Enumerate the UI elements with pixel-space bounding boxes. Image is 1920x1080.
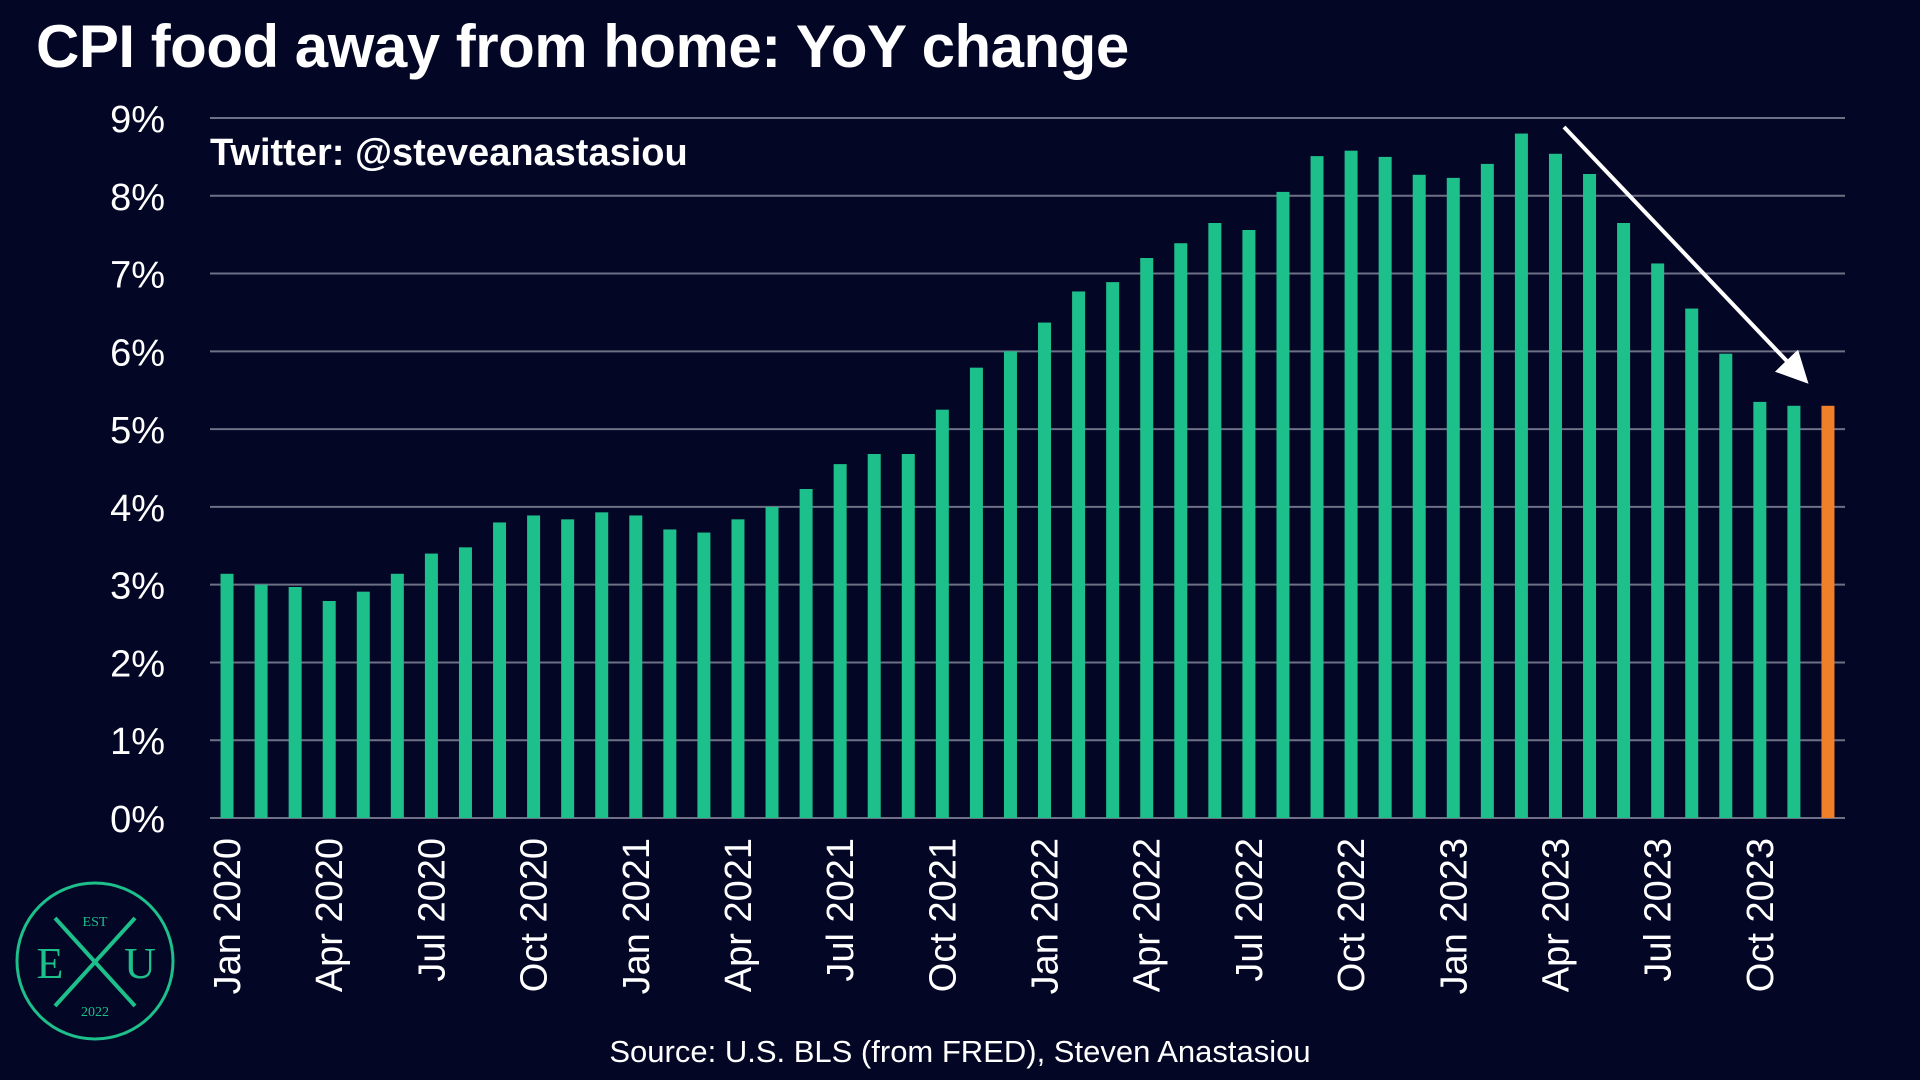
bar xyxy=(1003,351,1017,818)
x-tick-label: Oct 2020 xyxy=(514,838,556,992)
bar xyxy=(1446,177,1460,818)
bar xyxy=(527,515,541,818)
bar xyxy=(799,489,813,818)
bar xyxy=(322,601,336,818)
bar xyxy=(1685,308,1699,818)
source-note: Source: U.S. BLS (from FRED), Steven Ana… xyxy=(609,1034,1311,1069)
bar xyxy=(1174,243,1188,818)
bar xyxy=(1310,156,1324,819)
y-tick-label: 5% xyxy=(110,410,165,452)
bar xyxy=(458,547,472,818)
bar xyxy=(1583,174,1597,818)
x-tick-label: Apr 2020 xyxy=(309,838,351,992)
bar xyxy=(288,587,302,818)
bar xyxy=(254,584,268,818)
bar xyxy=(1548,153,1562,818)
bar xyxy=(1651,263,1665,818)
bar xyxy=(1242,230,1256,818)
y-tick-label: 9% xyxy=(110,99,165,141)
x-axis-ticks: Jan 2020 Apr 2020 Jul 2020 Oct 2020 Jan 2021… xyxy=(207,838,1782,994)
bar xyxy=(663,529,677,818)
y-tick-label: 0% xyxy=(110,799,165,841)
bar xyxy=(1106,282,1120,819)
bar xyxy=(493,522,507,818)
logo-emblem: EST E U 2022 xyxy=(15,881,175,1041)
watermark-text: Twitter: @steveanastasiou xyxy=(210,132,688,174)
y-tick-label: 2% xyxy=(110,643,165,685)
logo-top-text: EST xyxy=(83,915,108,930)
x-tick-label: Jan 2021 xyxy=(616,838,658,994)
y-tick-label: 4% xyxy=(110,488,165,530)
bar xyxy=(595,512,609,818)
logo-bottom-text: 2022 xyxy=(81,1005,109,1020)
logo-cross-b xyxy=(53,916,137,1008)
bar xyxy=(390,573,404,818)
bar xyxy=(1072,291,1086,818)
logo-ring xyxy=(15,881,175,1041)
bar xyxy=(1208,223,1222,818)
x-tick-label: Oct 2023 xyxy=(1740,838,1782,992)
y-tick-label: 8% xyxy=(110,177,165,219)
bar xyxy=(901,454,915,818)
bar xyxy=(935,409,949,818)
bar xyxy=(1378,156,1392,818)
bar-latest xyxy=(1821,405,1835,818)
x-tick-label: Apr 2023 xyxy=(1535,838,1577,992)
chart-title: CPI food away from home: YoY change xyxy=(36,13,1129,80)
x-tick-label: Jul 2023 xyxy=(1638,838,1680,982)
y-tick-label: 6% xyxy=(110,332,165,374)
bar xyxy=(1617,223,1631,818)
logo-left-letter: E xyxy=(37,939,64,988)
bar xyxy=(1753,401,1767,818)
bar xyxy=(424,553,438,818)
bar xyxy=(1787,405,1801,818)
bar xyxy=(1480,163,1494,818)
bar xyxy=(1038,322,1052,818)
bar xyxy=(969,367,983,818)
bar xyxy=(356,591,370,818)
logo-right-letter: U xyxy=(124,939,156,988)
bar xyxy=(867,454,881,818)
x-tick-label: Jan 2022 xyxy=(1025,838,1067,994)
bar xyxy=(731,519,745,818)
x-tick-label: Apr 2022 xyxy=(1127,838,1169,992)
bar xyxy=(629,515,643,818)
bar xyxy=(1412,174,1426,818)
bar xyxy=(1276,191,1290,818)
x-tick-label: Jan 2020 xyxy=(207,838,249,994)
y-tick-label: 3% xyxy=(110,566,165,608)
x-tick-label: Jul 2021 xyxy=(820,838,862,982)
bar xyxy=(1514,133,1528,819)
bar xyxy=(697,532,711,818)
x-tick-label: Jul 2022 xyxy=(1229,838,1271,982)
bar xyxy=(1140,258,1154,818)
bar xyxy=(1344,150,1358,818)
x-tick-label: Jul 2020 xyxy=(411,838,453,982)
y-tick-label: 1% xyxy=(110,721,165,763)
x-tick-label: Jan 2023 xyxy=(1433,838,1475,994)
x-tick-label: Oct 2022 xyxy=(1331,838,1373,992)
trend-arrow xyxy=(1562,125,1809,384)
bar xyxy=(561,519,575,818)
y-tick-label: 7% xyxy=(110,255,165,297)
gridlines xyxy=(210,117,1845,819)
x-tick-label: Oct 2021 xyxy=(922,838,964,992)
bar xyxy=(1719,353,1733,818)
x-tick-label: Apr 2021 xyxy=(718,838,760,992)
bar xyxy=(765,506,779,818)
bar xyxy=(833,464,847,818)
bars xyxy=(220,133,1835,819)
bar xyxy=(220,573,234,818)
y-axis-ticks: 0% 1% 2% 3% 4% 5% 6% 7% 8% 9% xyxy=(110,99,165,841)
